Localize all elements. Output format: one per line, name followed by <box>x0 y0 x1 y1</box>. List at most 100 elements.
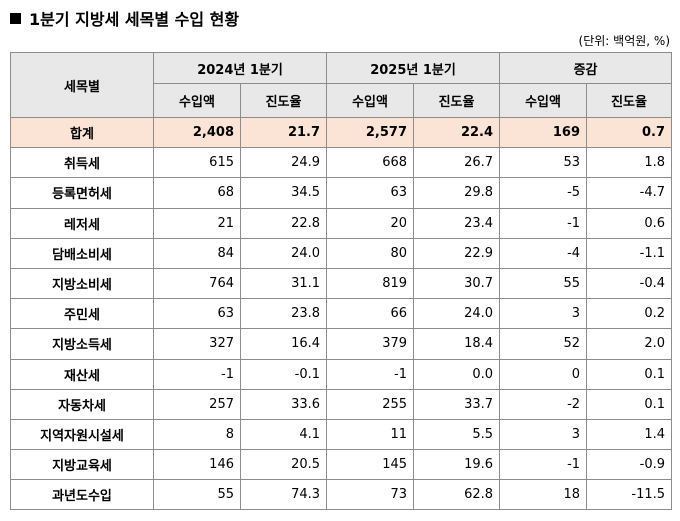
cell-revenue-2025: -1 <box>326 358 415 390</box>
header-group-2024q1: 2024년 1분기 <box>152 52 328 84</box>
cell-progress-2025: 0.0 <box>413 358 501 390</box>
row-item-name: 자동차세 <box>10 388 154 420</box>
cell-revenue-change: 52 <box>499 328 588 360</box>
cell-revenue-change: 169 <box>499 116 588 149</box>
table-row: 지역자원시설세 8 4.1 11 5.5 3 1.4 <box>10 418 673 451</box>
cell-progress-change: 1.8 <box>586 147 673 179</box>
cell-revenue-2024: 615 <box>153 147 241 179</box>
cell-progress-2024: 4.1 <box>239 418 328 451</box>
cell-revenue-change: -2 <box>499 388 588 420</box>
cell-progress-2025: 22.4 <box>413 116 501 149</box>
cell-progress-change: 2.0 <box>586 328 673 360</box>
cell-progress-change: 0.7 <box>586 116 673 149</box>
table-row: 주민세 63 23.8 66 24.0 3 0.2 <box>10 298 673 330</box>
cell-revenue-2025: 819 <box>326 267 415 300</box>
cell-progress-change: 0.2 <box>586 298 673 330</box>
cell-revenue-2024: 63 <box>153 298 241 330</box>
table-body: 합계 2,408 21.7 2,577 22.4 169 0.7 취득세 615 24.9 668 2… <box>10 116 673 511</box>
header-revenue-2024: 수입액 <box>153 83 241 118</box>
cell-revenue-change: 18 <box>499 479 588 511</box>
table-row: 등록면허세 68 34.5 63 29.8 -5 -4.7 <box>10 177 673 209</box>
cell-revenue-change: -1 <box>499 207 588 239</box>
cell-progress-change: -11.5 <box>586 479 673 511</box>
row-item-name: 지방교육세 <box>10 449 154 481</box>
cell-revenue-2025: 2,577 <box>326 116 415 149</box>
row-item-name: 주민세 <box>10 298 154 330</box>
cell-revenue-2025: 668 <box>326 147 415 179</box>
cell-revenue-change: -5 <box>499 177 588 209</box>
cell-revenue-2024: -1 <box>153 358 241 390</box>
table-row: 자동차세 257 33.6 255 33.7 -2 0.1 <box>10 388 673 420</box>
table-row: 레저세 21 22.8 20 23.4 -1 0.6 <box>10 207 673 239</box>
cell-revenue-2025: 145 <box>326 449 415 481</box>
cell-revenue-2025: 80 <box>326 237 415 269</box>
cell-progress-2025: 24.0 <box>413 298 501 330</box>
cell-revenue-2024: 8 <box>153 418 241 451</box>
row-item-name: 담배소비세 <box>10 237 154 269</box>
cell-revenue-2025: 66 <box>326 298 415 330</box>
cell-progress-2024: 31.1 <box>239 267 328 300</box>
cell-progress-2024: 34.5 <box>239 177 328 209</box>
unit-note: (단위: 백억원, %) <box>578 34 670 48</box>
cell-progress-2024: 23.8 <box>239 298 328 330</box>
header-group-2025q1: 2025년 1분기 <box>326 52 501 84</box>
cell-progress-2025: 18.4 <box>413 328 501 360</box>
cell-revenue-change: -1 <box>499 449 588 481</box>
cell-progress-change: 0.6 <box>586 207 673 239</box>
cell-revenue-2025: 73 <box>326 479 415 511</box>
revenue-table: 세목별 2024년 1분기 2025년 1분기 증감 수입액 진도율 수입액 진… <box>10 52 673 511</box>
title-text: 1분기 지방세 세목별 수입 현황 <box>29 10 240 29</box>
cell-progress-2024: 24.9 <box>239 147 328 179</box>
row-item-name: 지역자원시설세 <box>10 418 154 451</box>
header-item-column: 세목별 <box>10 52 154 118</box>
cell-progress-2025: 22.9 <box>413 237 501 269</box>
header-group-change: 증감 <box>499 52 673 84</box>
cell-progress-2025: 26.7 <box>413 147 501 179</box>
row-item-name: 취득세 <box>10 147 154 179</box>
cell-progress-2024: 33.6 <box>239 388 328 420</box>
table-row: 재산세 -1 -0.1 -1 0.0 0 0.1 <box>10 358 673 390</box>
cell-progress-2024: 24.0 <box>239 237 328 269</box>
cell-progress-2024: 20.5 <box>239 449 328 481</box>
table-row: 지방소득세 327 16.4 379 18.4 52 2.0 <box>10 328 673 360</box>
row-item-name: 등록면허세 <box>10 177 154 209</box>
cell-revenue-change: 0 <box>499 358 588 390</box>
row-item-name: 합계 <box>10 116 154 149</box>
cell-progress-2024: 22.8 <box>239 207 328 239</box>
header-progress-2025: 진도율 <box>413 83 501 118</box>
cell-revenue-2024: 68 <box>153 177 241 209</box>
cell-revenue-2025: 20 <box>326 207 415 239</box>
cell-progress-2025: 19.6 <box>413 449 501 481</box>
cell-revenue-change: 53 <box>499 147 588 179</box>
header-progress-2024: 진도율 <box>239 83 328 118</box>
row-item-name: 재산세 <box>10 358 154 390</box>
cell-progress-2024: 16.4 <box>239 328 328 360</box>
cell-progress-2025: 62.8 <box>413 479 501 511</box>
cell-progress-2025: 23.4 <box>413 207 501 239</box>
row-item-name: 레저세 <box>10 207 154 239</box>
cell-revenue-change: -4 <box>499 237 588 269</box>
table-row: 과년도수입 55 74.3 73 62.8 18 -11.5 <box>10 479 673 511</box>
header-revenue-change: 수입액 <box>499 83 588 118</box>
row-item-name: 지방소득세 <box>10 328 154 360</box>
cell-progress-change: -0.4 <box>586 267 673 300</box>
cell-progress-change: -4.7 <box>586 177 673 209</box>
table-row-total: 합계 2,408 21.7 2,577 22.4 169 0.7 <box>10 116 673 149</box>
cell-revenue-change: 3 <box>499 298 588 330</box>
cell-revenue-2025: 255 <box>326 388 415 420</box>
cell-revenue-2024: 84 <box>153 237 241 269</box>
report-title: 1분기 지방세 세목별 수입 현황 <box>10 6 239 30</box>
cell-revenue-2025: 63 <box>326 177 415 209</box>
cell-progress-2025: 5.5 <box>413 418 501 451</box>
cell-revenue-2024: 146 <box>153 449 241 481</box>
cell-progress-2024: -0.1 <box>239 358 328 390</box>
cell-revenue-2024: 55 <box>153 479 241 511</box>
cell-progress-change: 1.4 <box>586 418 673 451</box>
cell-progress-change: 0.1 <box>586 358 673 390</box>
cell-progress-2025: 29.8 <box>413 177 501 209</box>
row-item-name: 지방소비세 <box>10 267 154 300</box>
cell-progress-2025: 33.7 <box>413 388 501 420</box>
table-row: 취득세 615 24.9 668 26.7 53 1.8 <box>10 147 673 179</box>
cell-revenue-2025: 379 <box>326 328 415 360</box>
table-row: 담배소비세 84 24.0 80 22.9 -4 -1.1 <box>10 237 673 269</box>
